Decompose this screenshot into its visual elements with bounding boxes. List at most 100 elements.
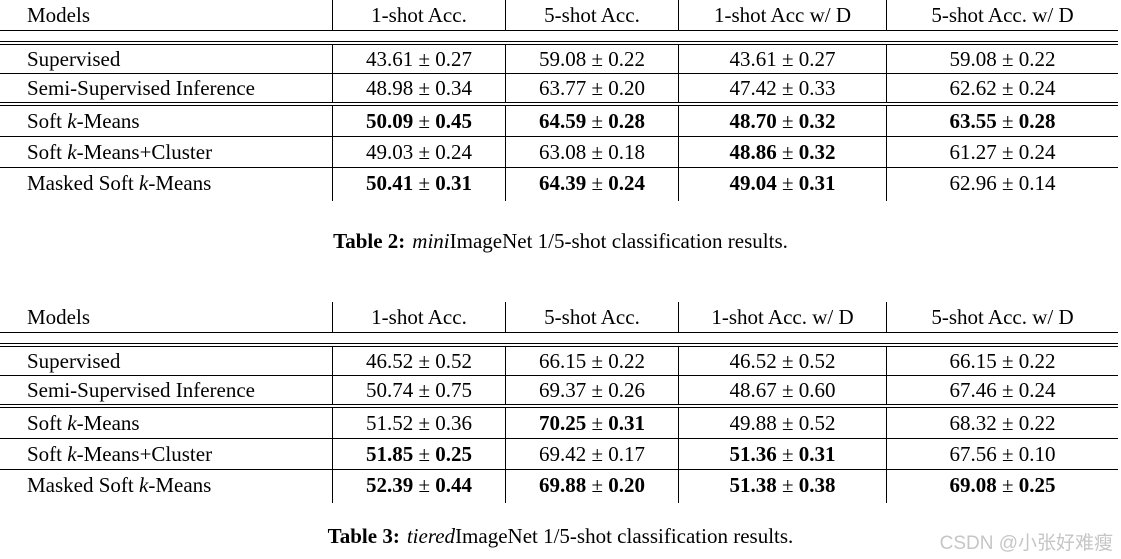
- row-group: Soft k-Means 50.09 ± 0.45 64.59 ± 0.28 48.7…: [0, 106, 1118, 201]
- column-header: 5-shot Acc. w/ D: [886, 0, 1118, 30]
- model-name-cell: Supervised: [27, 47, 121, 71]
- header-gap: [0, 31, 1118, 41]
- value-cell: 49.04 ± 0.31: [678, 168, 886, 201]
- table-row: Supervised 43.61 ± 0.27 59.08 ± 0.22 43.61 …: [0, 45, 1118, 74]
- model-name-cell: Semi-Supervised Inference: [27, 76, 255, 100]
- column-header: 5-shot Acc.: [505, 0, 678, 30]
- value-cell: 48.67 ± 0.60: [678, 376, 886, 404]
- table-row: Soft k-Means 51.52 ± 0.36 70.25 ± 0.31 49.8…: [0, 408, 1118, 439]
- value-cell: 51.52 ± 0.36: [332, 408, 505, 438]
- column-header: 1-shot Acc.: [332, 0, 505, 30]
- value-cell: 43.61 ± 0.27: [332, 45, 505, 73]
- model-name-cell: Soft k-Means+Cluster: [27, 442, 213, 466]
- value-cell: 50.74 ± 0.75: [332, 376, 505, 404]
- column-header: 5-shot Acc.: [505, 302, 678, 332]
- value-cell: 43.61 ± 0.27: [678, 45, 886, 73]
- table3-caption: Table 3: tieredImageNet 1/5-shot classifi…: [0, 524, 1121, 549]
- double-rule: [0, 404, 1118, 408]
- table-row: Soft k-Means+Cluster 49.03 ± 0.24 63.08 ± …: [0, 137, 1118, 168]
- column-header: Models: [27, 305, 90, 329]
- value-cell: 48.86 ± 0.32: [678, 137, 886, 167]
- value-cell: 51.85 ± 0.25: [332, 439, 505, 469]
- double-rule: [0, 41, 1118, 45]
- k-math-symbol: k: [139, 171, 149, 195]
- k-math-symbol: k: [139, 473, 149, 497]
- value-cell: 46.52 ± 0.52: [678, 347, 886, 375]
- value-cell: 66.15 ± 0.22: [505, 347, 678, 375]
- model-name-cell: Soft k-Means: [27, 109, 140, 133]
- csdn-watermark: CSDN @小张好难瘦: [939, 533, 1113, 554]
- table3-caption-dataset-prefix: tiered: [406, 524, 456, 548]
- k-math-symbol: k: [67, 109, 77, 133]
- column-header: 5-shot Acc. w/ D: [886, 302, 1118, 332]
- column-header: Models: [27, 3, 90, 27]
- table2-caption-label: Table 2:: [333, 229, 406, 253]
- value-cell: 62.96 ± 0.14: [886, 168, 1118, 201]
- table-row: Semi-Supervised Inference 48.98 ± 0.34 63.…: [0, 74, 1118, 102]
- miniimagenet-results-table: Models 1-shot Acc. 5-shot Acc. 1-shot Acc w…: [0, 0, 1118, 201]
- model-name-cell: Soft k-Means+Cluster: [27, 140, 213, 164]
- value-cell: 67.46 ± 0.24: [886, 376, 1118, 404]
- header-gap: [0, 333, 1118, 343]
- table3-caption-label: Table 3:: [327, 524, 400, 548]
- double-rule: [0, 102, 1118, 106]
- header-row: Models 1-shot Acc. 5-shot Acc. 1-shot Acc w…: [0, 0, 1118, 31]
- value-cell: 69.08 ± 0.25: [886, 470, 1118, 503]
- model-name-cell: Semi-Supervised Inference: [27, 378, 255, 402]
- value-cell: 64.59 ± 0.28: [505, 106, 678, 136]
- table-row: Semi-Supervised Inference 50.74 ± 0.75 69.…: [0, 376, 1118, 404]
- row-group: Supervised 43.61 ± 0.27 59.08 ± 0.22 43.61 …: [0, 45, 1118, 102]
- row-group: Supervised 46.52 ± 0.52 66.15 ± 0.22 46.52 …: [0, 347, 1118, 404]
- value-cell: 46.52 ± 0.52: [332, 347, 505, 375]
- table2-caption-text: ImageNet 1/5-shot classification results…: [449, 229, 788, 253]
- value-cell: 49.03 ± 0.24: [332, 137, 505, 167]
- value-cell: 47.42 ± 0.33: [678, 74, 886, 102]
- value-cell: 61.27 ± 0.24: [886, 137, 1118, 167]
- table-row: Masked Soft k-Means 52.39 ± 0.44 69.88 ± 0…: [0, 470, 1118, 503]
- value-cell: 52.39 ± 0.44: [332, 470, 505, 503]
- value-cell: 69.37 ± 0.26: [505, 376, 678, 404]
- table2-caption: Table 2: miniImageNet 1/5-shot classifica…: [0, 229, 1121, 254]
- double-rule: [0, 343, 1118, 347]
- table3-caption-text: ImageNet 1/5-shot classification results…: [455, 524, 794, 548]
- model-name-cell: Supervised: [27, 349, 121, 373]
- value-cell: 48.70 ± 0.32: [678, 106, 886, 136]
- value-cell: 62.62 ± 0.24: [886, 74, 1118, 102]
- value-cell: 49.88 ± 0.52: [678, 408, 886, 438]
- header-row: Models 1-shot Acc. 5-shot Acc. 1-shot Acc. …: [0, 302, 1118, 333]
- value-cell: 69.42 ± 0.17: [505, 439, 678, 469]
- value-cell: 70.25 ± 0.31: [505, 408, 678, 438]
- table-row: Masked Soft k-Means 50.41 ± 0.31 64.39 ± 0…: [0, 168, 1118, 201]
- model-name-cell: Soft k-Means: [27, 411, 140, 435]
- value-cell: 59.08 ± 0.22: [505, 45, 678, 73]
- value-cell: 50.09 ± 0.45: [332, 106, 505, 136]
- value-cell: 51.38 ± 0.38: [678, 470, 886, 503]
- k-math-symbol: k: [67, 442, 77, 466]
- value-cell: 51.36 ± 0.31: [678, 439, 886, 469]
- table-row: Supervised 46.52 ± 0.52 66.15 ± 0.22 46.52 …: [0, 347, 1118, 376]
- model-name-cell: Masked Soft k-Means: [27, 171, 212, 195]
- value-cell: 50.41 ± 0.31: [332, 168, 505, 201]
- table-row: Soft k-Means 50.09 ± 0.45 64.59 ± 0.28 48.7…: [0, 106, 1118, 137]
- value-cell: 48.98 ± 0.34: [332, 74, 505, 102]
- k-math-symbol: k: [67, 140, 77, 164]
- value-cell: 67.56 ± 0.10: [886, 439, 1118, 469]
- value-cell: 59.08 ± 0.22: [886, 45, 1118, 73]
- k-math-symbol: k: [67, 411, 77, 435]
- value-cell: 63.77 ± 0.20: [505, 74, 678, 102]
- model-name-cell: Masked Soft k-Means: [27, 473, 212, 497]
- value-cell: 68.32 ± 0.22: [886, 408, 1118, 438]
- column-header: 1-shot Acc. w/ D: [678, 302, 886, 332]
- value-cell: 63.55 ± 0.28: [886, 106, 1118, 136]
- tieredimagenet-results-table: Models 1-shot Acc. 5-shot Acc. 1-shot Acc. …: [0, 302, 1118, 503]
- row-group: Soft k-Means 51.52 ± 0.36 70.25 ± 0.31 49.8…: [0, 408, 1118, 503]
- value-cell: 64.39 ± 0.24: [505, 168, 678, 201]
- value-cell: 66.15 ± 0.22: [886, 347, 1118, 375]
- value-cell: 63.08 ± 0.18: [505, 137, 678, 167]
- table2-caption-dataset-prefix: mini: [412, 229, 450, 253]
- column-header: 1-shot Acc w/ D: [678, 0, 886, 30]
- value-cell: 69.88 ± 0.20: [505, 470, 678, 503]
- table-row: Soft k-Means+Cluster 51.85 ± 0.25 69.42 ± …: [0, 439, 1118, 470]
- column-header: 1-shot Acc.: [332, 302, 505, 332]
